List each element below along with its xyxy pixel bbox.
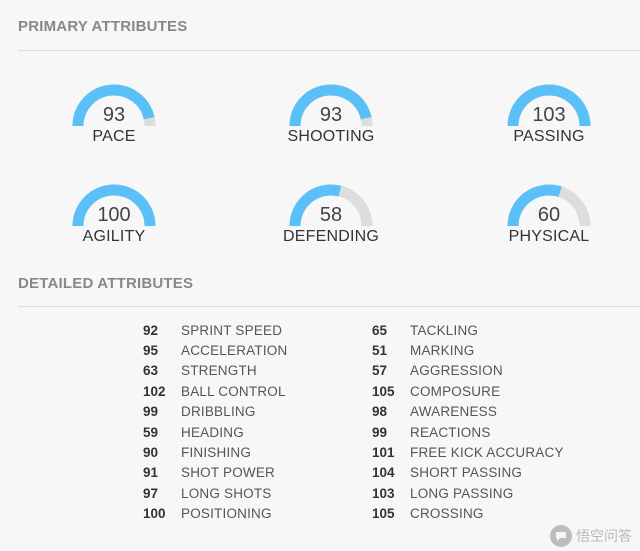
gauge-shooting: 93 SHOOTING xyxy=(271,84,391,145)
attribute-name: SHOT POWER xyxy=(181,465,276,481)
gauge-arc xyxy=(289,84,373,127)
attribute-row: 97 LONG SHOTS xyxy=(143,483,287,503)
gauge-fill xyxy=(289,84,372,127)
attribute-name: FINISHING xyxy=(181,445,252,461)
attribute-value: 101 xyxy=(372,445,395,461)
attribute-name: LONG SHOTS xyxy=(181,485,272,501)
attribute-row: 104 SHORT PASSING xyxy=(372,463,564,483)
attribute-row: 91 SHOT POWER xyxy=(143,463,287,483)
attribute-row: 59 HEADING xyxy=(143,422,287,442)
primary-divider xyxy=(18,50,640,51)
attribute-row: 51 MARKING xyxy=(372,340,564,360)
attribute-row: 105 COMPOSURE xyxy=(372,381,564,401)
detailed-list-left: 92 SPRINT SPEED 95 ACCELERATION 63 STRENGTH 10… xyxy=(143,320,287,524)
attribute-row: 99 REACTIONS xyxy=(372,422,564,442)
attribute-value: 57 xyxy=(372,363,388,379)
attribute-name: TACKLING xyxy=(410,322,479,338)
attribute-name: AGGRESSION xyxy=(410,363,503,379)
watermark-text: 悟空问答 xyxy=(576,528,632,544)
gauge-agility: 100 AGILITY xyxy=(54,184,174,245)
gauge-label: AGILITY xyxy=(82,228,146,245)
attribute-name: POSITIONING xyxy=(181,506,272,522)
attribute-value: 105 xyxy=(372,506,395,522)
attribute-value: 59 xyxy=(143,424,159,440)
gauge-passing: 103 PASSING xyxy=(489,84,609,145)
gauge-value: 93 xyxy=(319,104,343,126)
gauge-value: 100 xyxy=(97,204,131,226)
attribute-value: 105 xyxy=(372,383,395,399)
attribute-value: 102 xyxy=(143,383,166,399)
attribute-name: CROSSING xyxy=(410,506,484,522)
attribute-row: 101 FREE KICK ACCURACY xyxy=(372,442,564,462)
attribute-name: BALL CONTROL xyxy=(181,383,286,399)
gauge-value: 103 xyxy=(532,104,566,126)
attribute-value: 100 xyxy=(143,506,166,522)
attribute-row: 102 BALL CONTROL xyxy=(143,381,287,401)
attribute-row: 90 FINISHING xyxy=(143,442,287,462)
gauge-arc xyxy=(72,84,156,127)
attribute-name: STRENGTH xyxy=(181,363,257,379)
attribute-name: ACCELERATION xyxy=(181,343,288,359)
attribute-row: 98 AWARENESS xyxy=(372,402,564,422)
gauge-value: 93 xyxy=(102,104,126,126)
gauge-fill xyxy=(507,84,591,127)
attribute-name: REACTIONS xyxy=(410,424,491,440)
attribute-value: 65 xyxy=(372,322,388,338)
gauge-arc xyxy=(507,184,591,227)
gauge-arc xyxy=(507,84,591,127)
attribute-value: 98 xyxy=(372,404,388,420)
gauge-fill xyxy=(289,184,342,227)
attribute-value: 91 xyxy=(143,465,159,481)
gauge-fill xyxy=(72,84,155,127)
chat-bubble-icon xyxy=(550,525,572,547)
gauge-fill xyxy=(507,184,562,227)
attribute-value: 90 xyxy=(143,445,159,461)
gauge-label: PACE xyxy=(92,128,136,145)
gauge-defending: 58 DEFENDING xyxy=(271,184,391,245)
attribute-name: MARKING xyxy=(410,343,475,359)
attribute-row: 99 DRIBBLING xyxy=(143,402,287,422)
gauge-physical: 60 PHYSICAL xyxy=(489,184,609,245)
attribute-name: DRIBBLING xyxy=(181,404,256,420)
detailed-divider xyxy=(18,306,640,307)
attribute-value: 63 xyxy=(143,363,159,379)
gauge-pace: 93 PACE xyxy=(54,84,174,145)
attribute-row: 65 TACKLING xyxy=(372,320,564,340)
attribute-value: 92 xyxy=(143,322,159,338)
attribute-name: SPRINT SPEED xyxy=(181,322,283,338)
attribute-value: 99 xyxy=(372,424,388,440)
detailed-attributes-heading: DETAILED ATTRIBUTES xyxy=(18,275,194,292)
gauge-value: 60 xyxy=(537,204,561,226)
attribute-row: 105 CROSSING xyxy=(372,504,564,524)
detailed-list-right: 65 TACKLING 51 MARKING 57 AGGRESSION 105 COMPOS… xyxy=(372,320,564,524)
attribute-name: HEADING xyxy=(181,424,244,440)
attribute-row: 92 SPRINT SPEED xyxy=(143,320,287,340)
primary-attributes-heading: PRIMARY ATTRIBUTES xyxy=(18,18,188,35)
gauge-label: SHOOTING xyxy=(287,128,375,145)
attribute-value: 104 xyxy=(372,465,395,481)
attribute-name: COMPOSURE xyxy=(410,383,501,399)
attribute-row: 63 STRENGTH xyxy=(143,361,287,381)
attribute-name: LONG PASSING xyxy=(410,485,514,501)
attribute-row: 57 AGGRESSION xyxy=(372,361,564,381)
attribute-value: 95 xyxy=(143,343,159,359)
attribute-name: AWARENESS xyxy=(410,404,498,420)
gauge-arc xyxy=(289,184,373,227)
gauge-label: DEFENDING xyxy=(282,228,380,245)
attribute-value: 51 xyxy=(372,343,388,359)
attribute-value: 97 xyxy=(143,485,159,501)
attribute-row: 103 LONG PASSING xyxy=(372,483,564,503)
attribute-name: SHORT PASSING xyxy=(410,465,523,481)
gauge-value: 58 xyxy=(319,204,343,226)
attribute-row: 100 POSITIONING xyxy=(143,504,287,524)
watermark: 悟空问答 xyxy=(550,525,632,547)
attribute-row: 95 ACCELERATION xyxy=(143,340,287,360)
gauge-arc xyxy=(72,184,156,227)
attribute-value: 99 xyxy=(143,404,159,420)
gauge-label: PHYSICAL xyxy=(508,228,590,245)
attribute-value: 103 xyxy=(372,485,395,501)
gauge-label: PASSING xyxy=(513,128,585,145)
gauge-fill xyxy=(72,184,156,227)
attribute-name: FREE KICK ACCURACY xyxy=(410,445,564,461)
